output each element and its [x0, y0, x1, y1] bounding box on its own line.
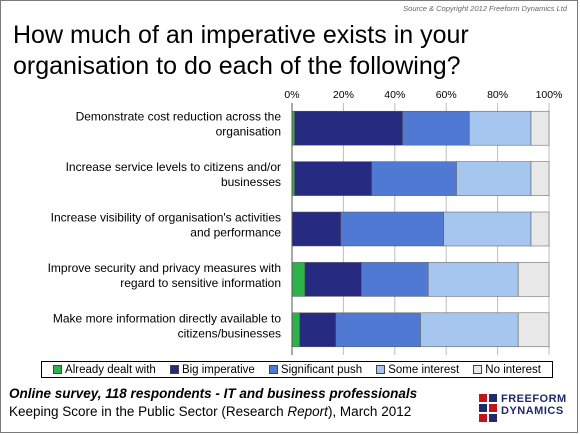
bar-segment	[402, 110, 470, 146]
bar-segment	[530, 211, 550, 247]
legend-label: Some interest	[388, 363, 460, 376]
legend-label: Significant push	[280, 363, 363, 376]
citation-main: Keeping Score in the Public Sector (Rese…	[9, 404, 288, 419]
category-label: Improve security and privacy measures wi…	[48, 261, 281, 275]
bar-segment	[335, 312, 421, 348]
chart-title: How much of an imperative exists in your…	[13, 21, 469, 80]
bar-segment	[517, 262, 550, 297]
x-tick-label: 60%	[436, 89, 457, 101]
x-tick-label: 100%	[536, 89, 563, 101]
category-label: regard to sensitive information	[120, 276, 281, 290]
bar-segment	[530, 161, 550, 196]
bar-segment	[291, 262, 306, 297]
category-label: citizens/businesses	[178, 326, 281, 340]
legend-item: No interest	[473, 364, 541, 376]
legend-item: Big imperative	[169, 363, 255, 376]
freeform-dynamics-logo: FREEFORM DYNAMICS	[479, 391, 569, 427]
bar-segment	[456, 161, 532, 196]
bar-segment	[299, 312, 336, 348]
citation-end: ), March 2012	[327, 404, 412, 419]
category-label: organisation	[216, 125, 281, 139]
logo-line-2: DYNAMICS	[501, 405, 564, 417]
bar-segment	[443, 211, 532, 247]
legend-swatch	[268, 365, 278, 374]
bar-segment	[530, 110, 550, 146]
bar-segment	[294, 161, 372, 196]
x-tick-label: 80%	[487, 89, 508, 101]
legend-label: Big imperative	[181, 363, 255, 376]
chart-legend: Already dealt with Big imperative Signific…	[41, 361, 553, 378]
report-citation: Keeping Score in the Public Sector (Rese…	[9, 403, 469, 421]
bar-segment	[304, 262, 362, 297]
category-label: Increase visibility of organisation's ac…	[51, 211, 281, 225]
bar-segment	[469, 110, 532, 146]
x-tick-label: 0%	[284, 89, 299, 101]
category-label: Make more information directly available…	[53, 311, 281, 325]
x-tick-label: 20%	[333, 89, 354, 101]
legend-swatch	[473, 365, 483, 374]
footer: Online survey, 118 respondents - IT and …	[9, 385, 469, 421]
legend-item: Significant push	[268, 363, 363, 376]
survey-note: Online survey, 118 respondents - IT and …	[9, 386, 418, 401]
legend-label: Already dealt with	[65, 363, 156, 376]
legend-swatch	[53, 365, 63, 374]
x-tick-label: 40%	[384, 89, 405, 101]
legend-item: Already dealt with	[53, 364, 156, 376]
logo-mark-icon	[479, 394, 497, 422]
category-label: businesses	[221, 175, 281, 189]
legend-swatch	[169, 365, 179, 374]
copyright-notice: Source & Copyright 2012 Freeform Dynamic…	[403, 4, 567, 13]
bar-segment	[361, 262, 429, 297]
legend-item: Some interest	[376, 364, 459, 376]
category-label: Demonstrate cost reduction across the	[76, 110, 282, 124]
logo-line-1: FREEFORM	[501, 393, 567, 405]
stacked-bar-chart: 0% 20% 40% 60% 80% 100% Demonstrate cost reduc…	[48, 89, 563, 355]
bar-segment	[294, 110, 403, 146]
bar-segment	[427, 262, 519, 297]
bar-segment	[517, 312, 550, 348]
bar-segment	[291, 312, 300, 348]
category-label: and performance	[190, 226, 281, 240]
legend-label: No interest	[485, 363, 541, 376]
bar-segment	[291, 211, 342, 247]
legend-swatch	[376, 365, 386, 374]
bar-segment	[420, 312, 519, 348]
bar-segment	[371, 161, 457, 196]
category-label: Increase service levels to citizens and/…	[66, 160, 281, 174]
bar-segment	[340, 211, 444, 247]
citation-italic: Report	[287, 404, 328, 419]
